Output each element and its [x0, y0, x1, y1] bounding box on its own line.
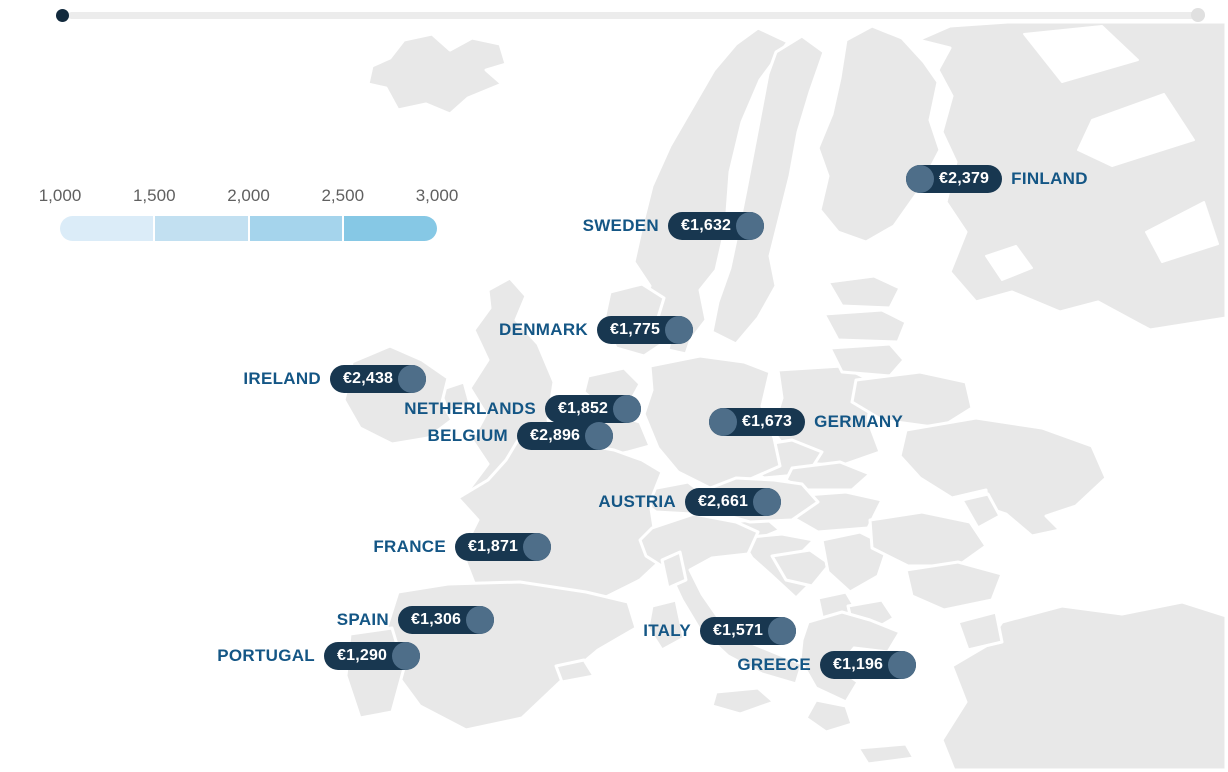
map-region-balearic-islands[interactable]: [554, 658, 596, 684]
map-region-crete[interactable]: [856, 742, 916, 766]
map-region-northern-ireland: [438, 380, 472, 414]
map-region-belarus: [850, 370, 974, 430]
marker-dot-icon: [736, 212, 765, 240]
legend: 1,000 1,500 2,000 2,500 3,000: [39, 186, 459, 241]
marker-dot-icon: [613, 395, 642, 423]
marker-value: €1,852: [558, 400, 609, 417]
sea-inlet: [1145, 201, 1219, 263]
country-label: SWEDEN: [582, 216, 659, 235]
legend-tick: 3,000: [415, 186, 459, 205]
marker-germany[interactable]: €1,673 GERMANY: [709, 408, 903, 436]
country-label: IRELAND: [243, 369, 321, 388]
marker-denmark[interactable]: €1,775 DENMARK: [499, 316, 694, 344]
marker-value: €1,290: [337, 647, 388, 664]
marker-dot-icon: [392, 642, 421, 670]
marker-value: €1,632: [681, 217, 732, 234]
country-label: ITALY: [643, 621, 691, 640]
marker-dot-icon: [906, 165, 934, 193]
marker-value: €1,871: [468, 538, 519, 555]
marker-dot-icon: [398, 365, 427, 393]
marker-value: €1,775: [610, 321, 661, 338]
marker-france[interactable]: €1,871 FRANCE: [373, 533, 552, 561]
marker-italy[interactable]: €1,571 ITALY: [643, 617, 797, 645]
map-region-sweden[interactable]: [710, 34, 826, 346]
map-region-moldova: [960, 492, 1002, 530]
map-region-lithuania: [828, 342, 906, 378]
marker-value: €2,661: [698, 493, 749, 510]
map-region-corsica[interactable]: [660, 550, 688, 590]
map-region-ukraine: [898, 416, 1108, 538]
marker-value: €2,896: [530, 427, 581, 444]
map-region-france[interactable]: [456, 424, 672, 614]
map-region-slovakia: [784, 460, 872, 492]
marker-dot-icon: [753, 488, 782, 516]
country-label: GERMANY: [814, 412, 904, 431]
marker-greece[interactable]: €1,196 GREECE: [737, 651, 917, 679]
map-region-sardinia[interactable]: [646, 598, 686, 652]
map-region-latvia: [822, 308, 908, 344]
scrubber-handle[interactable]: [56, 9, 69, 22]
legend-color-bar: [60, 216, 437, 241]
legend-tick: 2,500: [321, 186, 365, 205]
marker-value: €1,673: [742, 413, 793, 430]
marker-sweden[interactable]: €1,632 SWEDEN: [583, 212, 765, 240]
map-region-turkey: [940, 600, 1228, 772]
marker-portugal[interactable]: €1,290 PORTUGAL: [217, 642, 421, 670]
legend-segment: [154, 216, 248, 241]
marker-spain[interactable]: €1,306 SPAIN: [337, 606, 495, 634]
country-label: PORTUGAL: [217, 646, 315, 665]
marker-dot-icon: [585, 422, 614, 450]
map-region-iceland: [366, 32, 508, 116]
map-region-bulgaria: [904, 560, 1004, 612]
map-region-spain[interactable]: [384, 580, 638, 732]
marker-dot-icon: [709, 408, 737, 436]
marker-netherlands[interactable]: €1,852 NETHERLANDS: [404, 395, 642, 423]
marker-belgium[interactable]: €2,896 BELGIUM: [428, 422, 614, 450]
map-region-romania: [868, 510, 988, 568]
marker-dot-icon: [466, 606, 495, 634]
map-region-finland[interactable]: [816, 24, 942, 244]
country-label: GREECE: [737, 655, 811, 674]
marker-value: €1,196: [833, 656, 884, 673]
marker-dot-icon: [768, 617, 797, 645]
legend-ticks: 1,000 1,500 2,000 2,500 3,000: [39, 186, 459, 208]
legend-segment: [60, 216, 153, 241]
marker-finland[interactable]: €2,379 FINLAND: [906, 165, 1088, 193]
marker-value: €1,571: [713, 622, 764, 639]
marker-value: €2,379: [939, 170, 990, 187]
sea-inlet: [1077, 93, 1195, 167]
country-label: FRANCE: [373, 537, 446, 556]
marker-dot-icon: [523, 533, 552, 561]
legend-tick: 1,500: [132, 186, 176, 205]
map-region-sicily[interactable]: [710, 686, 776, 716]
map-region-turkey-west: [956, 610, 1004, 652]
country-label: NETHERLANDS: [404, 399, 536, 418]
scrubber-end-cap: [1191, 8, 1205, 22]
country-label: BELGIUM: [427, 426, 508, 445]
legend-segment: [249, 216, 343, 241]
legend-tick: 1,000: [38, 186, 82, 205]
marker-austria[interactable]: €2,661 AUSTRIA: [598, 488, 782, 516]
country-label: DENMARK: [499, 320, 588, 339]
sea-inlet: [1023, 25, 1139, 83]
marker-dot-icon: [888, 651, 917, 679]
country-label: FINLAND: [1011, 169, 1088, 188]
scrubber-track[interactable]: [68, 12, 1205, 19]
marker-dot-icon: [665, 316, 694, 344]
marker-ireland[interactable]: €2,438 IRELAND: [243, 365, 427, 393]
country-label: AUSTRIA: [598, 492, 676, 511]
country-label: SPAIN: [336, 610, 389, 629]
marker-value: €1,306: [411, 611, 462, 628]
map-region-estonia: [826, 274, 902, 310]
map-region-bosnia: [770, 548, 832, 588]
map-region-peloponnese[interactable]: [804, 698, 854, 734]
legend-tick: 2,000: [227, 186, 270, 205]
marker-value: €2,438: [343, 370, 394, 387]
legend-segment: [344, 216, 437, 241]
lake: [985, 245, 1033, 281]
